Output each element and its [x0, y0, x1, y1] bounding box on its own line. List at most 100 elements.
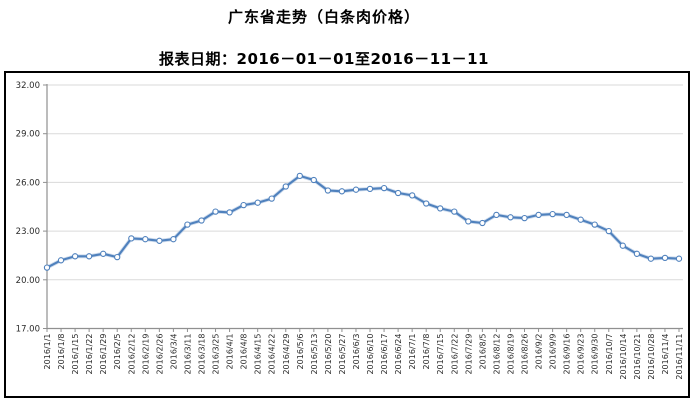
x-axis-tick-label: 2016/2/5: [113, 334, 122, 370]
x-axis-tick-label: 2016/8/5: [478, 334, 487, 370]
data-point-marker: [577, 216, 584, 223]
x-axis-tick-label: 2016/10/14: [619, 334, 628, 380]
x-axis-tick-label: 2016/7/22: [450, 334, 459, 375]
x-axis-tick-label: 2016/9/30: [591, 334, 600, 375]
x-axis-tick-label: 2016/1/1: [43, 334, 52, 370]
x-axis-tick-label: 2016/4/15: [254, 334, 263, 375]
data-point-marker: [324, 187, 332, 194]
data-point-marker: [535, 211, 542, 219]
data-point-marker: [521, 214, 528, 222]
x-axis-tick-label: 2016/6/17: [380, 334, 389, 375]
x-axis-tick-label: 2016/1/22: [85, 334, 94, 375]
x-axis-tick-label: 2016/10/7: [605, 334, 614, 375]
x-axis-tick-label: 2016/7/1: [408, 334, 417, 370]
x-axis-tick-label: 2016/8/12: [492, 334, 501, 375]
data-point-marker: [380, 184, 388, 192]
x-axis-tick-label: 2016/8/26: [521, 334, 530, 375]
data-point-marker: [282, 183, 289, 190]
data-point-marker: [366, 185, 374, 193]
data-point-marker: [198, 217, 205, 224]
price-trend-line: [45, 174, 681, 269]
data-point-marker: [71, 253, 79, 260]
data-point-marker: [352, 186, 360, 193]
y-axis-tick-label: 32.00: [16, 81, 40, 91]
x-axis-tick-label: 2016/5/20: [324, 334, 333, 375]
data-point-marker: [409, 192, 416, 199]
data-point-marker: [254, 199, 261, 206]
x-axis-tick-label: 2016/8/19: [506, 334, 515, 375]
data-point-marker: [226, 209, 233, 216]
x-axis-tick-label: 2016/4/22: [268, 334, 277, 375]
x-axis-tick-label: 2016/4/29: [282, 334, 291, 375]
data-point-marker: [493, 211, 500, 219]
x-axis-tick-label: 2016/6/10: [366, 334, 375, 375]
x-axis-tick-label: 2016/10/28: [647, 334, 656, 380]
data-point-marker: [240, 201, 247, 209]
x-axis-tick-label: 2016/3/25: [212, 334, 221, 375]
x-axis-tick-label: 2016/6/3: [352, 334, 361, 370]
x-axis-tick-label: 2016/9/9: [549, 334, 558, 370]
y-axis-tick-label: 20.00: [16, 276, 40, 286]
x-axis-tick-label: 2016/3/4: [169, 334, 178, 370]
x-axis-tick-label: 2016/5/27: [338, 334, 347, 375]
data-point-marker: [43, 264, 51, 271]
data-point-marker: [100, 250, 107, 257]
data-point-marker: [156, 237, 163, 244]
title-area: 广东省走势（白条肉价格） 报表日期：2016－01－01至2016－11－11: [0, 0, 648, 69]
x-axis-tick-label: 2016/4/1: [226, 334, 235, 370]
x-axis-tick-label: 2016/3/18: [197, 334, 206, 375]
data-point-marker: [394, 189, 402, 197]
data-point-marker: [507, 214, 514, 221]
data-point-marker: [605, 227, 612, 235]
x-axis-tick-label: 2016/1/29: [99, 334, 108, 375]
x-axis-tick-label: 2016/2/26: [155, 334, 164, 375]
x-axis-tick-label: 2016/9/2: [535, 334, 544, 370]
data-point-marker: [114, 253, 121, 261]
data-point-marker: [591, 221, 598, 228]
data-point-marker: [184, 221, 191, 228]
data-point-marker: [268, 195, 275, 202]
data-point-marker: [633, 250, 641, 257]
data-point-marker: [549, 210, 556, 218]
x-axis-tick-label: 2016/4/8: [240, 334, 249, 370]
y-axis-tick-label: 26.00: [16, 178, 40, 188]
x-axis-tick-label: 2016/7/8: [422, 334, 431, 370]
data-point-marker: [647, 255, 655, 262]
x-axis-tick-label: 2016/1/15: [71, 334, 80, 375]
x-axis-tick-label: 2016/6/24: [394, 334, 403, 375]
x-axis-tick-label: 2016/3/11: [183, 334, 192, 375]
data-point-marker: [128, 235, 135, 242]
y-axis-tick-label: 29.00: [16, 130, 40, 140]
data-point-marker: [85, 253, 93, 260]
data-point-marker: [451, 208, 458, 215]
x-axis-tick-label: 2016/11/4: [661, 334, 670, 375]
data-point-marker: [142, 236, 149, 243]
chart-subtitle: 报表日期：2016－01－01至2016－11－11: [159, 50, 489, 68]
x-axis-tick-label: 2016/5/13: [310, 334, 319, 375]
x-axis-tick-label: 2016/9/23: [577, 334, 586, 375]
x-axis-tick-label: 2016/2/19: [141, 334, 150, 375]
data-point-marker: [619, 242, 626, 249]
data-point-marker: [661, 254, 669, 262]
x-axis-tick-label: 2016/11/11: [675, 334, 684, 380]
data-point-marker: [212, 208, 219, 215]
data-point-marker: [437, 205, 444, 212]
x-axis-tick-label: 2016/2/12: [127, 334, 136, 375]
data-point-marker: [296, 172, 303, 180]
data-point-marker: [57, 257, 65, 264]
data-point-marker: [675, 255, 683, 262]
x-axis-tick-label: 2016/5/6: [296, 334, 305, 370]
data-point-marker: [310, 176, 317, 184]
data-point-marker: [170, 236, 177, 243]
chart-box: 32.00 29.00 26.00 23.00 20.00 17.00 2016/1/1 20…: [4, 71, 690, 398]
x-axis-tick-label: 2016/10/21: [633, 334, 642, 380]
data-point-marker: [338, 188, 346, 195]
data-point-marker: [465, 218, 472, 225]
data-point-marker: [479, 219, 486, 227]
data-point-marker: [423, 200, 430, 207]
y-axis-tick-label: 23.00: [16, 227, 40, 237]
y-axis-tick-label: 17.00: [16, 325, 40, 335]
chart-title: 广东省走势（白条肉价格）: [227, 8, 420, 26]
x-axis-tick-label: 2016/7/15: [436, 334, 445, 375]
